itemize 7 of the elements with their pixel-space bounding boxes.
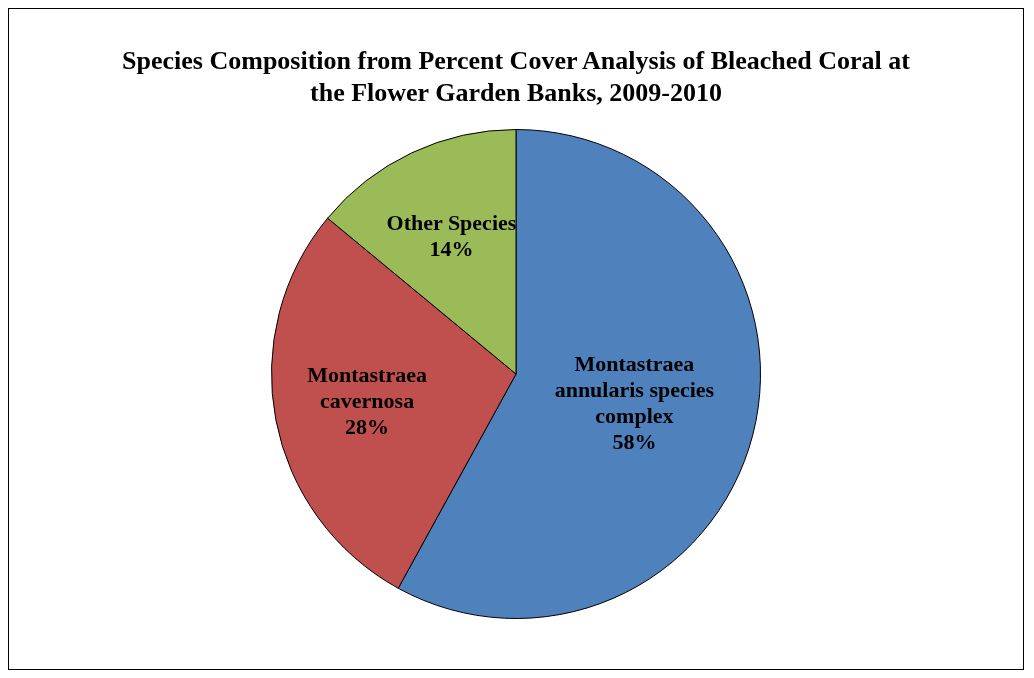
data-label: 14% <box>429 235 474 261</box>
slice-label: Montastraea annularis species complex <box>554 351 715 429</box>
slice-label: Other Species <box>386 209 517 235</box>
data-label: 28% <box>345 414 390 440</box>
slice-label: Montastraea cavernosa <box>307 362 427 414</box>
chart-title: Species Composition from Percent Cover Analysis of Bleached Coral at the Flower Garden Banks, 2009-2010 <box>121 45 911 109</box>
data-label: 58% <box>612 429 657 455</box>
